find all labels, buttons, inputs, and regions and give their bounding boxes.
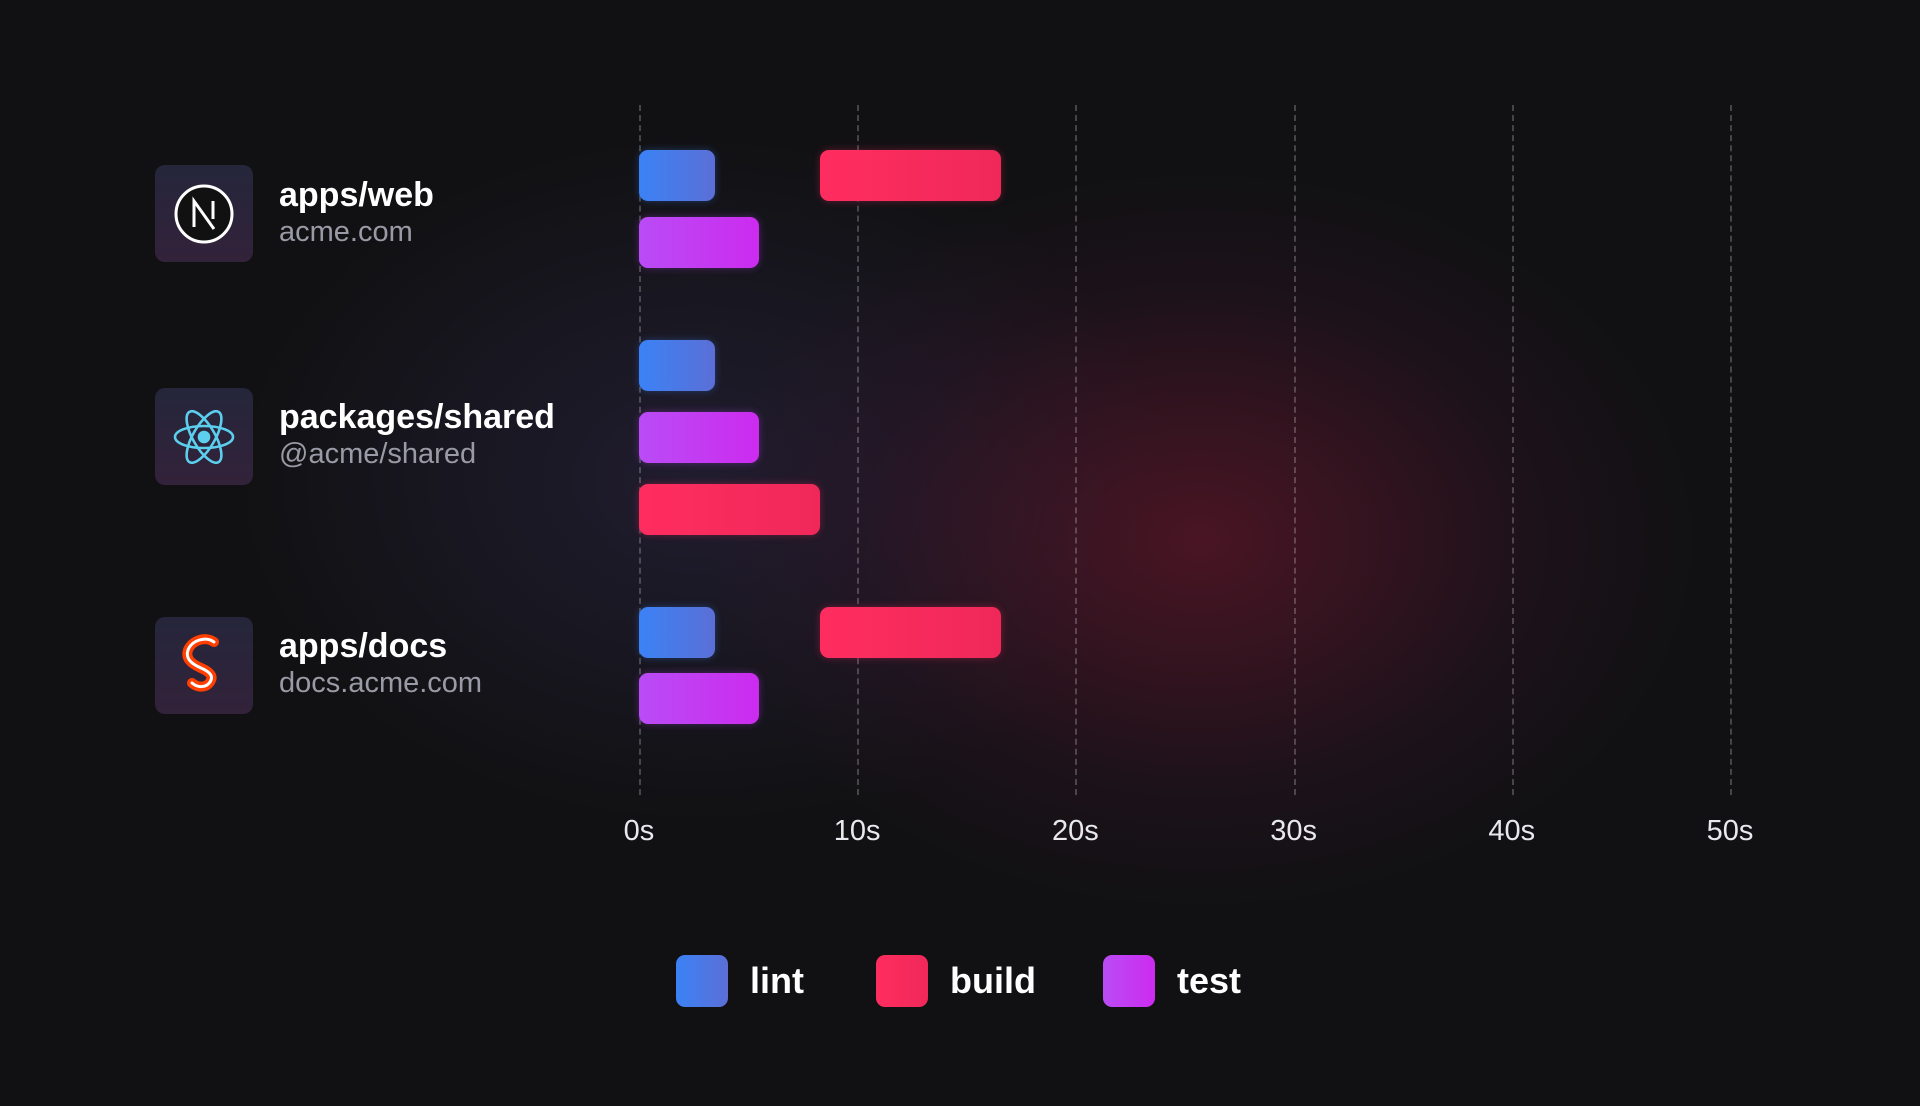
legend-label: lint [750,960,804,1001]
x-tick-label: 30s [1270,815,1317,847]
x-tick-label: 10s [833,815,881,847]
legend-item-build: build [876,955,1036,1007]
legend-label: build [950,960,1036,1001]
x-tick-label: 50s [1706,815,1754,847]
row-subtitle: @acme/shared [279,438,477,470]
legend-swatch [676,955,728,1007]
gridline [1293,105,1296,795]
x-tick-label: 40s [1488,815,1536,847]
row-name: apps/docs [279,627,448,665]
bar-build [639,484,821,535]
row-subtitle: acme.com [279,216,413,248]
legend-item-test: test [1103,955,1241,1007]
row-subtitle: docs.acme.com [279,667,483,699]
gridline [1075,105,1078,795]
row-name: packages/shared [279,398,555,436]
bar-lint [639,340,716,391]
react-icon [155,388,253,485]
bar-test [639,673,759,724]
nextjs-icon [155,165,253,262]
bar-lint [639,150,716,201]
bar-lint [639,607,716,658]
legend-label: test [1177,960,1242,1001]
bar-test [639,412,759,463]
legend-item-lint: lint [676,955,804,1007]
x-tick-label: 0s [623,815,655,847]
gridline [857,105,860,795]
legend-swatch [1103,955,1155,1007]
bar-build [820,150,1002,201]
svelte-icon [155,617,253,714]
bar-build [820,607,1002,658]
x-tick-label: 20s [1052,815,1099,847]
bar-test [639,217,759,268]
gridline [1730,105,1732,795]
row-name: apps/web [279,176,434,214]
gridline [1511,105,1514,795]
legend-swatch [876,955,928,1007]
